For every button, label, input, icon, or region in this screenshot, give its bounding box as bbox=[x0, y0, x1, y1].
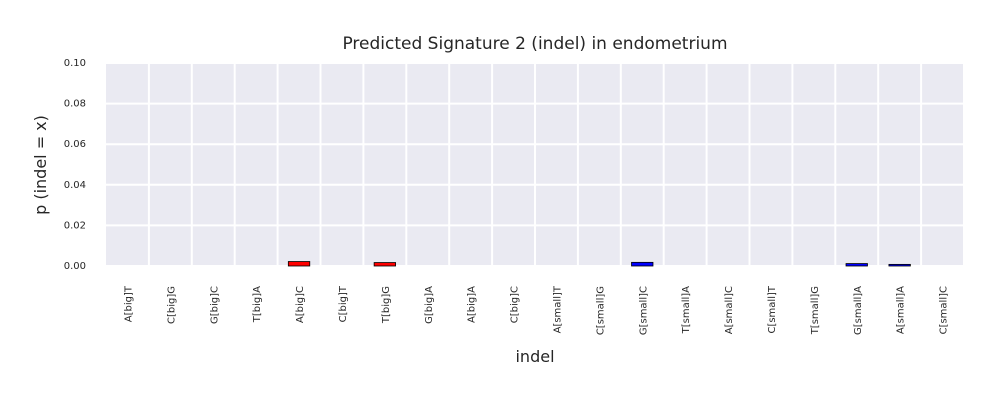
x-tick-label: A[big]C bbox=[295, 286, 306, 323]
bar-G[small]A bbox=[845, 263, 868, 267]
x-tick-label: A[big]A bbox=[467, 286, 478, 323]
y-tick-label: 0.02 bbox=[64, 220, 86, 231]
x-tick-label: C[big]G bbox=[166, 286, 177, 324]
x-tick-label: G[small]A bbox=[853, 286, 864, 335]
bar-A[small]A bbox=[888, 263, 911, 267]
x-tick-label: T[small]A bbox=[681, 286, 692, 335]
bar-G[small]C bbox=[631, 261, 654, 267]
bar-A[big]C bbox=[287, 261, 311, 267]
chart-title: Predicted Signature 2 (indel) in endomet… bbox=[342, 34, 727, 54]
bar-T[big]G bbox=[373, 262, 396, 267]
y-tick-labels: 0.00 0.02 0.04 0.06 0.08 0.10 bbox=[64, 58, 86, 272]
x-tick-label: A[small]C bbox=[724, 286, 735, 334]
x-tick-label: C[small]G bbox=[595, 286, 606, 335]
x-axis-label: indel bbox=[515, 347, 554, 366]
x-tick-label: A[small]A bbox=[896, 286, 907, 334]
grid-lines bbox=[106, 62, 965, 267]
x-tick-label: C[small]T bbox=[767, 285, 778, 333]
y-tick-label: 0.06 bbox=[64, 139, 86, 150]
x-tick-label: G[big]A bbox=[424, 286, 435, 324]
x-tick-label: T[small]G bbox=[810, 286, 821, 335]
x-tick-label: G[small]C bbox=[638, 286, 649, 335]
y-tick-label: 0.04 bbox=[64, 180, 86, 191]
x-tick-label: C[small]C bbox=[939, 286, 950, 334]
x-tick-label: G[big]C bbox=[209, 286, 220, 324]
x-tick-labels: A[big]T C[big]G G[big]C T[big]A A[big]C C[big… bbox=[123, 285, 949, 335]
x-tick-label: A[big]T bbox=[123, 285, 134, 322]
bars bbox=[287, 261, 911, 267]
y-tick-label: 0.00 bbox=[64, 261, 86, 272]
y-tick-label: 0.10 bbox=[64, 58, 86, 69]
x-tick-label: C[big]T bbox=[338, 285, 349, 322]
x-tick-label: A[small]T bbox=[552, 285, 563, 333]
x-tick-label: T[big]G bbox=[381, 286, 392, 324]
y-tick-label: 0.08 bbox=[64, 99, 86, 110]
x-tick-label: C[big]C bbox=[510, 286, 521, 323]
y-axis-label: p (indel = x) bbox=[31, 115, 50, 215]
x-tick-label: T[big]A bbox=[252, 286, 263, 323]
